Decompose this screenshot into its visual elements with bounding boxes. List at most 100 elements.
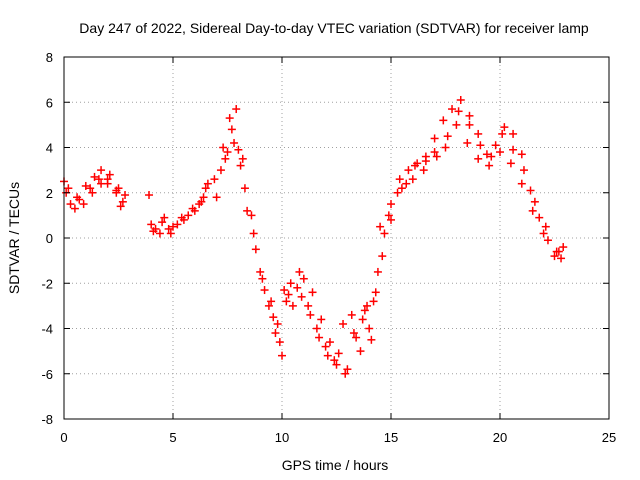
data-point [173,220,182,229]
data-point [341,369,350,378]
data-point [312,324,321,333]
data-point [90,172,99,181]
chart-title: Day 247 of 2022, Sidereal Day-to-day VTE… [79,20,589,36]
data-point [145,191,154,200]
data-point [264,301,273,310]
data-point [273,319,282,328]
data-point [380,229,389,238]
data-point [463,138,472,147]
data-point [376,222,385,231]
data-point [155,229,164,238]
data-point [496,148,504,157]
data-point [236,161,245,170]
data-point [360,306,369,315]
data-point [347,310,356,319]
data-point [541,222,550,231]
data-point [121,191,130,200]
data-point [295,267,304,276]
data-point [517,150,526,159]
y-tick-label: -6 [41,367,53,382]
data-point [358,315,367,324]
data-point [275,338,284,347]
data-point [219,143,228,152]
data-point [247,211,256,220]
data-point [334,349,343,358]
data-point [365,324,374,333]
data-point [456,95,465,104]
data-point [371,288,380,297]
data-point [509,145,518,154]
data-point [476,141,485,150]
x-axis-label: GPS time / hours [282,457,389,473]
data-point [491,141,500,150]
data-point [530,197,539,206]
y-axis-label: SDTVAR / TECUs [6,182,22,294]
data-point [317,315,326,324]
data-point [166,229,175,238]
data-point [509,129,518,138]
data-point [559,243,568,252]
data-point [243,206,252,215]
data-point [221,154,230,163]
data-point [225,114,234,123]
data-point [284,290,293,299]
data-point [267,297,276,306]
data-point [293,283,302,292]
data-point [288,301,297,310]
data-point [325,338,334,347]
data-point [299,274,308,283]
y-tick-label: 4 [46,141,53,156]
data-points [60,95,568,378]
data-point [352,333,361,342]
y-tick-label: 8 [46,50,53,65]
data-point [321,342,330,351]
data-point [332,360,341,369]
data-point [535,213,544,222]
data-point [160,213,169,222]
data-point [114,184,123,193]
data-point [238,154,247,163]
data-point [251,245,260,254]
data-point [402,179,411,188]
data-point [282,297,291,306]
data-point [308,288,317,297]
data-point [249,229,258,238]
data-point [280,286,289,295]
x-tick-label: 5 [169,430,176,445]
data-point [393,188,402,197]
data-point [94,175,103,184]
data-point [430,148,439,157]
data-point [105,170,114,179]
data-point [188,204,197,213]
data-point [234,145,243,154]
data-point [86,184,95,193]
data-point [199,193,208,202]
data-point [88,188,97,197]
x-tick-label: 15 [384,430,398,445]
data-point [430,134,439,143]
y-tick-label: -8 [41,412,53,427]
y-tick-label: 0 [46,231,53,246]
data-point [554,247,563,256]
data-point [539,229,548,238]
data-point [419,166,428,175]
data-point [164,224,173,233]
data-point [432,152,441,161]
y-tick-label: 2 [46,186,53,201]
data-point [506,159,515,168]
data-point [408,175,417,184]
data-point [373,267,382,276]
data-point [485,161,494,170]
data-point [519,166,528,175]
data-point [278,351,286,360]
data-point [356,347,365,356]
data-point [339,319,348,328]
data-point [147,220,156,229]
data-point [384,211,393,220]
data-point [550,252,559,261]
data-point [203,179,212,188]
data-point [97,166,106,175]
data-point [103,179,112,188]
data-point [421,157,430,166]
